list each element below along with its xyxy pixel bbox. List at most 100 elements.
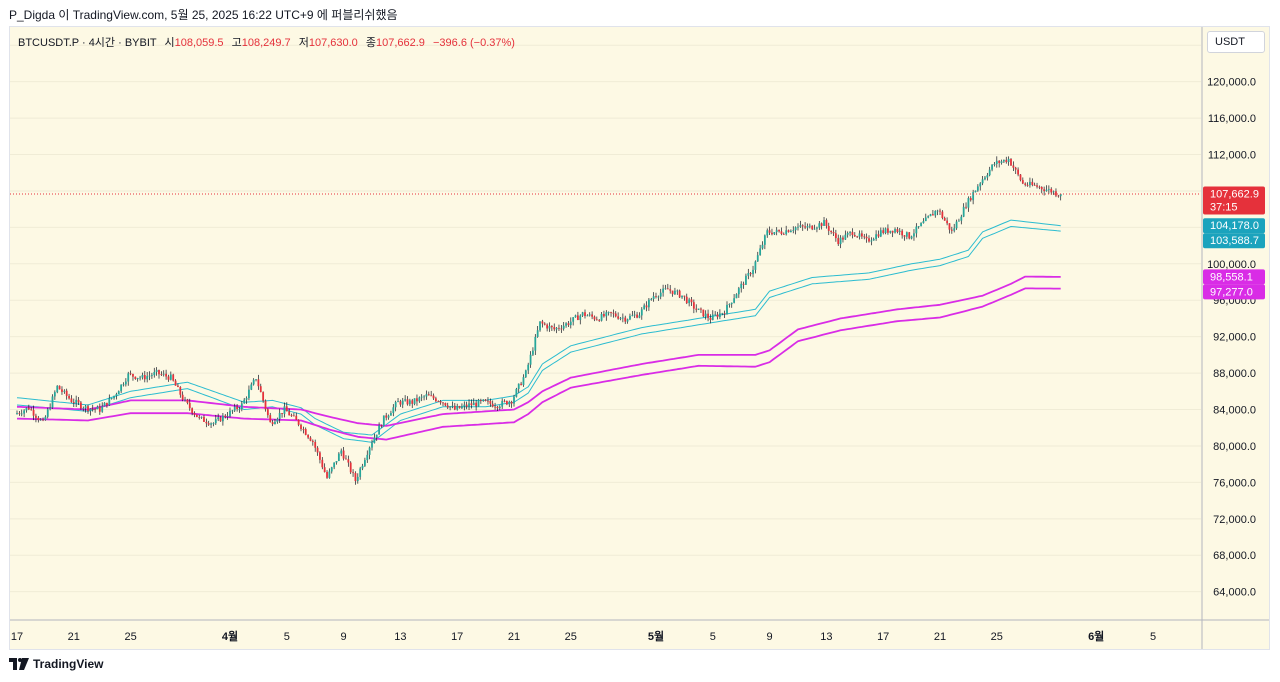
candle-body bbox=[702, 309, 705, 317]
price-tag bbox=[1203, 218, 1265, 234]
candle-body bbox=[316, 447, 319, 453]
candle-body bbox=[894, 229, 896, 233]
candle-body bbox=[562, 325, 565, 329]
time-tick-label: 25 bbox=[124, 631, 136, 643]
candle-body bbox=[856, 236, 859, 238]
candle-body bbox=[425, 394, 428, 397]
candle-body bbox=[122, 384, 125, 386]
candle-body bbox=[160, 374, 163, 376]
candle-body bbox=[380, 425, 383, 427]
candle-body bbox=[733, 298, 735, 303]
candle-body bbox=[89, 408, 92, 412]
candle-body bbox=[158, 369, 160, 375]
candle-body bbox=[321, 459, 324, 468]
candle-body bbox=[309, 437, 312, 441]
candle-body bbox=[27, 407, 30, 410]
candle-body bbox=[808, 225, 811, 227]
candle-body bbox=[347, 459, 350, 463]
candle-body bbox=[210, 423, 212, 425]
candle-body bbox=[167, 376, 170, 380]
price-tick-label: 112,000.0 bbox=[1208, 150, 1256, 162]
candle-body bbox=[1017, 169, 1019, 175]
candle-body bbox=[581, 312, 584, 316]
candle-body bbox=[617, 316, 620, 319]
low-value: 107,630.0 bbox=[308, 37, 358, 49]
chart-panel[interactable] bbox=[9, 26, 1270, 650]
candle-body bbox=[735, 294, 738, 299]
candle-body bbox=[834, 233, 837, 239]
candle-body bbox=[375, 434, 378, 438]
candle-body bbox=[212, 423, 215, 425]
candle-body bbox=[340, 450, 343, 454]
candle-body bbox=[136, 377, 139, 379]
candle-body bbox=[427, 394, 430, 396]
time-tick-label: 21 bbox=[68, 631, 80, 643]
candle-body bbox=[756, 255, 759, 262]
candle-body bbox=[915, 226, 918, 234]
candle-body bbox=[487, 400, 489, 402]
candle-body bbox=[1052, 191, 1055, 193]
candle-body bbox=[1029, 181, 1031, 186]
high-label: 고 bbox=[231, 37, 242, 49]
candle-body bbox=[543, 323, 546, 325]
candle-body bbox=[444, 402, 447, 406]
candle-body bbox=[1036, 185, 1038, 187]
candle-body bbox=[823, 220, 825, 226]
candle-body bbox=[1045, 189, 1048, 192]
candle-body bbox=[224, 415, 227, 418]
candle-body bbox=[550, 325, 553, 328]
indicator-band-line bbox=[16, 287, 1061, 441]
candle-body bbox=[929, 214, 932, 217]
candle-body bbox=[506, 401, 508, 405]
candle-body bbox=[207, 423, 210, 425]
low-label: 저 bbox=[298, 37, 309, 49]
candle-body bbox=[290, 415, 293, 417]
candle-body bbox=[453, 405, 456, 410]
candle-body bbox=[579, 315, 582, 321]
tradingview-brand[interactable]: TradingView bbox=[9, 657, 103, 671]
candle-body bbox=[491, 403, 494, 407]
candle-body bbox=[950, 229, 953, 231]
currency-button[interactable]: USDT bbox=[1207, 31, 1265, 53]
symbol-info[interactable]: BTCUSDT.P · 4시간 · BYBIT bbox=[18, 37, 157, 49]
price-tick-label: 64,000.0 bbox=[1213, 587, 1256, 599]
candle-body bbox=[993, 164, 996, 165]
candle-body bbox=[354, 472, 357, 482]
candle-body bbox=[238, 408, 241, 410]
time-tick-label: 5 bbox=[284, 631, 290, 643]
candle-body bbox=[704, 313, 707, 317]
candle-body bbox=[759, 248, 762, 256]
candles bbox=[16, 156, 1062, 485]
candle-body bbox=[489, 400, 492, 404]
candle-body bbox=[23, 410, 25, 414]
candle-body bbox=[319, 452, 321, 460]
candle-body bbox=[397, 401, 399, 403]
candle-body bbox=[898, 230, 901, 233]
candle-body bbox=[214, 419, 217, 424]
candle-body bbox=[307, 434, 309, 438]
candle-body bbox=[678, 290, 681, 298]
candle-body bbox=[46, 409, 49, 417]
candle-body bbox=[361, 465, 364, 469]
candle-body bbox=[643, 305, 646, 310]
candle-body bbox=[943, 217, 946, 221]
candle-body bbox=[692, 302, 695, 309]
candle-body bbox=[430, 395, 433, 397]
candle-body bbox=[522, 377, 525, 385]
candle-body bbox=[837, 238, 840, 245]
change-value: −396.6 (−0.37%) bbox=[432, 37, 515, 49]
candle-body bbox=[1043, 189, 1046, 192]
candle-body bbox=[155, 369, 158, 373]
tradingview-logo-icon bbox=[9, 658, 29, 670]
candle-body bbox=[558, 327, 560, 329]
symbol-legend[interactable]: BTCUSDT.P · 4시간 · BYBIT 시108,059.5 고108,… bbox=[18, 34, 515, 50]
candle-body bbox=[946, 220, 948, 224]
candle-body bbox=[730, 302, 733, 305]
candle-body bbox=[780, 231, 783, 234]
candle-body bbox=[638, 315, 641, 318]
candle-body bbox=[659, 292, 662, 297]
candle-body bbox=[385, 415, 388, 418]
candle-body bbox=[927, 216, 930, 218]
candle-body bbox=[870, 240, 873, 242]
